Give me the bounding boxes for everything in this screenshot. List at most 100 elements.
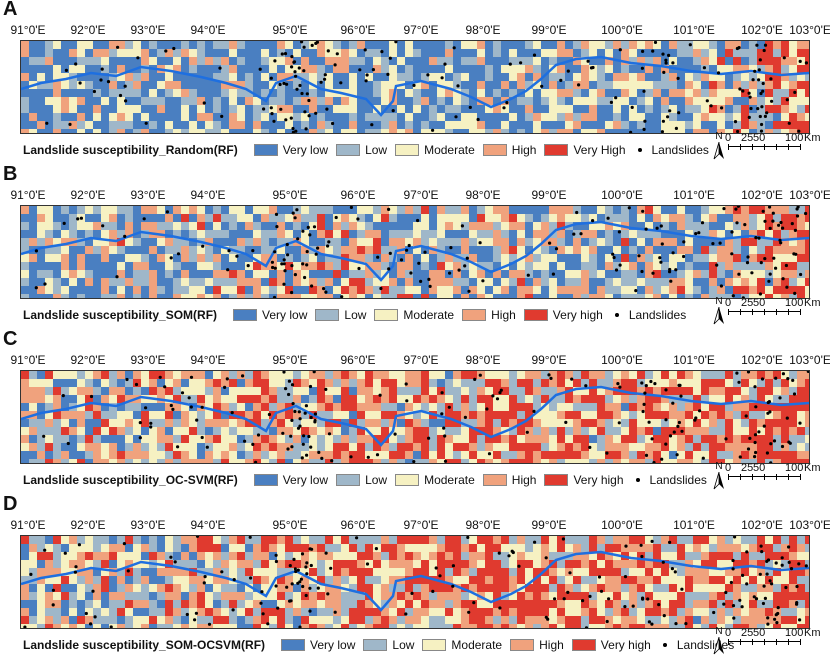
landslide-point bbox=[376, 255, 380, 259]
landslide-point bbox=[309, 563, 313, 568]
river-line bbox=[21, 550, 809, 612]
landslide-point bbox=[559, 78, 563, 82]
landslide-point bbox=[664, 418, 668, 422]
landslide-point bbox=[760, 550, 764, 554]
landslide-point bbox=[335, 52, 339, 56]
landslide-point bbox=[731, 558, 735, 563]
landslide-point bbox=[693, 418, 697, 422]
landslide-point bbox=[423, 250, 427, 254]
landslide-point bbox=[302, 69, 306, 73]
landslide-point bbox=[657, 603, 661, 607]
legend: Landslide susceptibility_SOM-OCSVM(RF) Ve… bbox=[23, 635, 734, 655]
landslide-point bbox=[540, 84, 544, 88]
landslide-point bbox=[276, 606, 280, 610]
landslide-point bbox=[649, 379, 653, 384]
landslide-point bbox=[614, 96, 618, 100]
legend: Landslide susceptibility_OC-SVM(RF) Very … bbox=[23, 470, 707, 490]
longitude-label: 92°0'E bbox=[70, 23, 106, 37]
landslide-point bbox=[440, 391, 444, 395]
landslide-point bbox=[323, 77, 327, 81]
landslide-point bbox=[169, 555, 173, 559]
landslide-point bbox=[684, 622, 688, 626]
landslide-point bbox=[798, 59, 802, 63]
landslide-point bbox=[358, 68, 362, 72]
landslide-point bbox=[226, 268, 230, 272]
landslide-point bbox=[768, 579, 772, 583]
scale-bar: N 0 25 50 100 Km bbox=[712, 462, 822, 494]
scale-label: 25 bbox=[741, 132, 754, 144]
landslide-point bbox=[465, 256, 469, 260]
landslide-point bbox=[733, 120, 738, 124]
landslide-point bbox=[399, 258, 404, 262]
longitude-label: 100°0'E bbox=[601, 23, 643, 37]
landslide-point bbox=[274, 212, 279, 216]
legend-landslides-label: Landslides bbox=[651, 143, 709, 157]
landslide-point bbox=[195, 536, 200, 538]
landslide-point bbox=[772, 256, 776, 260]
landslide-point bbox=[100, 67, 104, 71]
longitude-label: 96°0'E bbox=[340, 518, 376, 532]
landslide-point bbox=[769, 77, 773, 81]
scale-unit: Km bbox=[804, 627, 821, 639]
landslide-point bbox=[752, 595, 756, 599]
landslide-point bbox=[281, 431, 285, 435]
longitude-label: 96°0'E bbox=[340, 188, 376, 202]
landslide-point bbox=[793, 90, 797, 94]
landslide-point bbox=[476, 117, 480, 122]
landslide-point bbox=[758, 114, 762, 119]
landslide-point bbox=[427, 436, 431, 440]
landslide-point bbox=[375, 453, 380, 457]
landslide-point bbox=[623, 575, 628, 579]
landslide-point bbox=[791, 378, 795, 382]
landslide-point bbox=[473, 377, 477, 381]
landslide-point bbox=[653, 382, 657, 386]
landslide-point bbox=[765, 572, 769, 576]
landslide-point bbox=[273, 59, 277, 63]
landslide-point bbox=[304, 565, 308, 569]
landslide-point bbox=[302, 45, 306, 49]
landslide-point bbox=[735, 46, 740, 51]
landslide-point bbox=[89, 394, 94, 399]
landslide-point bbox=[118, 93, 123, 98]
landslide-point bbox=[606, 216, 610, 220]
longitude-label: 100°0'E bbox=[601, 188, 643, 202]
landslide-point bbox=[755, 43, 759, 47]
longitude-label: 95°0'E bbox=[272, 353, 308, 367]
landslide-point bbox=[301, 262, 305, 266]
landslide-point bbox=[144, 406, 148, 410]
legend-class-label: Moderate bbox=[451, 638, 503, 652]
landslide-point bbox=[279, 107, 283, 111]
landslide-point bbox=[66, 441, 70, 446]
landslide-point bbox=[780, 563, 784, 567]
landslide-point bbox=[798, 618, 802, 622]
longitude-label: 98°0'E bbox=[465, 23, 501, 37]
landslide-point bbox=[314, 252, 318, 256]
landslide-point bbox=[795, 214, 800, 218]
scale-label: 100 bbox=[785, 297, 804, 309]
landslide-point bbox=[616, 382, 620, 386]
landslide-point bbox=[547, 373, 551, 377]
landslide-point bbox=[431, 128, 435, 132]
landslide-point bbox=[440, 76, 444, 80]
panel-letter: A bbox=[3, 0, 18, 20]
landslide-point bbox=[176, 252, 181, 256]
susceptibility-map bbox=[20, 535, 810, 629]
landslide-point bbox=[701, 456, 705, 460]
legend-class-label: High bbox=[539, 638, 564, 652]
landslide-point bbox=[355, 536, 359, 540]
landslide-point bbox=[605, 619, 609, 624]
landslide-point bbox=[454, 115, 458, 119]
landslide-point bbox=[51, 603, 55, 607]
landslide-point bbox=[387, 207, 391, 211]
river-line bbox=[21, 55, 809, 117]
legend-swatch bbox=[571, 639, 596, 651]
landslide-point bbox=[388, 56, 392, 60]
landslide-point bbox=[254, 460, 258, 463]
landslide-point bbox=[449, 246, 453, 250]
landslide-point bbox=[293, 216, 297, 220]
landslide-point bbox=[750, 271, 754, 275]
landslide-point bbox=[290, 65, 294, 69]
landslide-point bbox=[551, 272, 556, 276]
landslide-point bbox=[323, 73, 327, 77]
landslide-point bbox=[357, 266, 361, 271]
